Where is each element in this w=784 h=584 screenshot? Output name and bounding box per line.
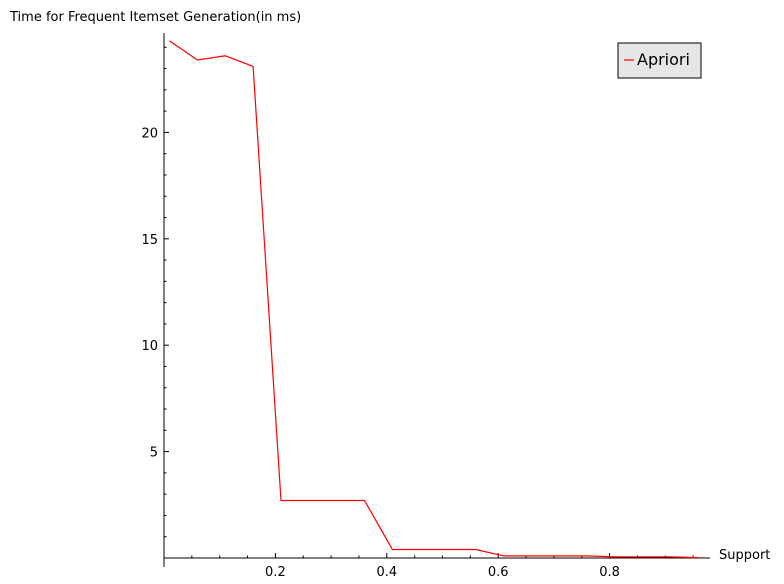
x-tick-label: 0.6	[488, 565, 509, 580]
y-tick-label: 20	[141, 126, 158, 141]
legend-label-apriori: Apriori	[637, 50, 690, 69]
x-tick-label: 0.2	[265, 565, 286, 580]
y-axis-title: Time for Frequent Itemset Generation(in …	[9, 10, 301, 25]
y-ticks: 5 10 15 20	[141, 46, 169, 538]
x-axis-title: Support	[719, 548, 770, 563]
y-tick-label: 5	[150, 446, 158, 461]
x-tick-label: 0.4	[376, 565, 397, 580]
y-tick-label: 10	[141, 339, 158, 354]
x-tick-label: 0.8	[599, 565, 620, 580]
y-tick-label: 15	[141, 233, 158, 248]
x-ticks: 0.2 0.4 0.6 0.8	[191, 553, 694, 580]
series-layer	[169, 40, 699, 559]
series-line-apriori	[169, 40, 699, 559]
legend: Apriori	[617, 42, 702, 79]
